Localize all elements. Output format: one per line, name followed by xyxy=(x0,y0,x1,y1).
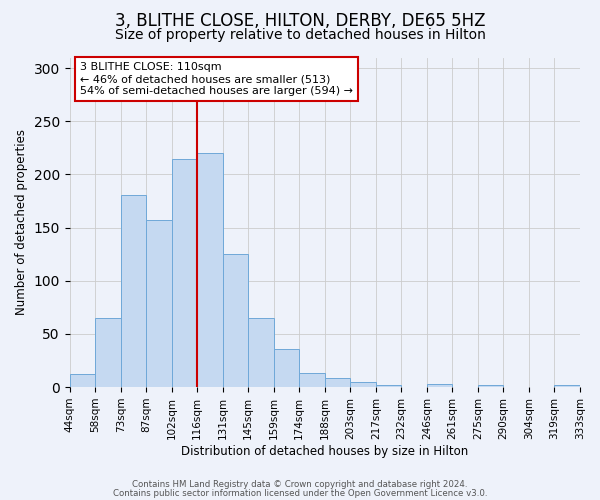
Bar xyxy=(172,158,197,387)
Bar xyxy=(146,220,172,387)
Bar xyxy=(274,349,299,387)
Bar xyxy=(70,374,95,387)
Bar xyxy=(299,374,325,387)
Bar xyxy=(427,384,452,387)
Bar xyxy=(121,194,146,387)
Bar xyxy=(376,385,401,387)
Bar xyxy=(197,153,223,387)
Text: Contains public sector information licensed under the Open Government Licence v3: Contains public sector information licen… xyxy=(113,488,487,498)
X-axis label: Distribution of detached houses by size in Hilton: Distribution of detached houses by size … xyxy=(181,444,469,458)
Text: 3 BLITHE CLOSE: 110sqm
← 46% of detached houses are smaller (513)
54% of semi-de: 3 BLITHE CLOSE: 110sqm ← 46% of detached… xyxy=(80,62,353,96)
Bar xyxy=(223,254,248,387)
Bar xyxy=(325,378,350,387)
Bar xyxy=(554,385,580,387)
Bar xyxy=(248,318,274,387)
Bar xyxy=(478,385,503,387)
Text: Contains HM Land Registry data © Crown copyright and database right 2024.: Contains HM Land Registry data © Crown c… xyxy=(132,480,468,489)
Text: Size of property relative to detached houses in Hilton: Size of property relative to detached ho… xyxy=(115,28,485,42)
Bar xyxy=(95,318,121,387)
Text: 3, BLITHE CLOSE, HILTON, DERBY, DE65 5HZ: 3, BLITHE CLOSE, HILTON, DERBY, DE65 5HZ xyxy=(115,12,485,30)
Bar xyxy=(350,382,376,387)
Y-axis label: Number of detached properties: Number of detached properties xyxy=(15,130,28,316)
